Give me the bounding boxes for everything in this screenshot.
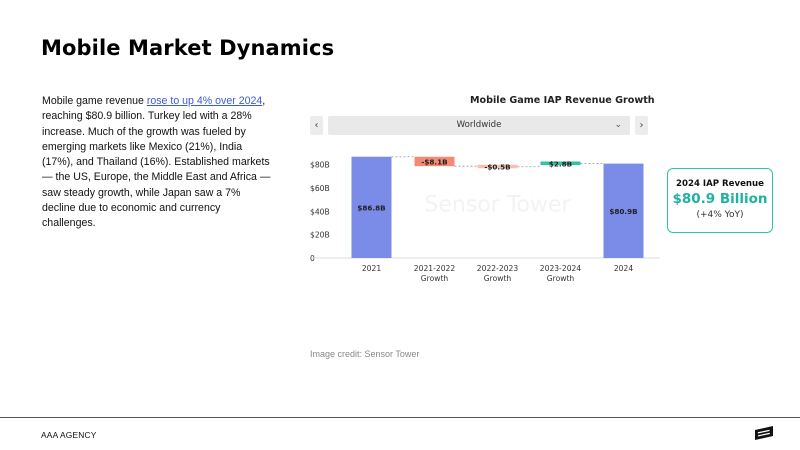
x-tick-label: 2023-2024 <box>540 264 582 273</box>
growth-bar <box>477 164 518 169</box>
waterfall-chart: Sensor Tower0$20B$40B$60B$80B$86.8B2021-… <box>310 156 660 283</box>
total-bar <box>351 156 392 258</box>
data-label: $80.9B <box>609 207 637 216</box>
region-dropdown[interactable]: Worldwide ⌄ <box>328 116 630 135</box>
growth-bar <box>540 161 581 165</box>
watermark-text: Sensor Tower <box>424 193 571 218</box>
x-tick-label: 2021-2022 <box>414 264 456 273</box>
callout-value: $80.9 Billion <box>672 191 768 207</box>
x-tick-label: Growth <box>421 274 449 283</box>
y-tick-label: $80B <box>310 161 330 170</box>
footer-agency: AAA AGENCY <box>41 430 97 440</box>
chevron-left-icon[interactable]: ‹ <box>310 116 323 135</box>
x-tick-label: 2022-2023 <box>477 264 519 273</box>
region-selector: ‹ Worldwide ⌄ › <box>310 116 648 135</box>
y-tick-label: $60B <box>310 184 330 193</box>
page-title: Mobile Market Dynamics <box>41 36 335 60</box>
body-text-rest: , reaching $80.9 billion. Turkey led wit… <box>42 95 271 230</box>
callout-yoy: (+4% YoY) <box>696 210 744 220</box>
growth-bar <box>414 156 455 167</box>
agency-logo-icon <box>755 426 773 440</box>
y-tick-label: $40B <box>310 207 330 216</box>
x-tick-label: 2021 <box>362 264 381 273</box>
data-label: -$0.5B <box>484 163 510 172</box>
x-tick-label: 2024 <box>614 264 633 273</box>
chevron-right-icon[interactable]: › <box>635 116 648 135</box>
data-label: $2.8B <box>549 159 572 168</box>
callout-title: 2024 IAP Revenue <box>676 179 764 189</box>
data-label: -$8.1B <box>421 157 447 166</box>
body-paragraph: Mobile game revenue rose to up 4% over 2… <box>42 94 274 232</box>
chart-title: Mobile Game IAP Revenue Growth <box>470 95 655 106</box>
footer-divider <box>0 417 800 418</box>
y-tick-label: $20B <box>310 231 330 240</box>
image-credit: Image credit: Sensor Tower <box>310 349 420 359</box>
total-bar <box>603 163 644 258</box>
revenue-source-link[interactable]: rose to up 4% over 2024 <box>146 95 263 107</box>
body-text-start: Mobile game revenue <box>42 95 147 107</box>
data-label: $86.8B <box>357 203 385 212</box>
x-tick-label: Growth <box>484 274 512 283</box>
x-tick-label: Growth <box>547 274 575 283</box>
region-dropdown-value: Worldwide <box>456 120 502 130</box>
chevron-down-icon: ⌄ <box>614 120 622 130</box>
revenue-callout: 2024 IAP Revenue $80.9 Billion (+4% YoY) <box>667 168 773 233</box>
